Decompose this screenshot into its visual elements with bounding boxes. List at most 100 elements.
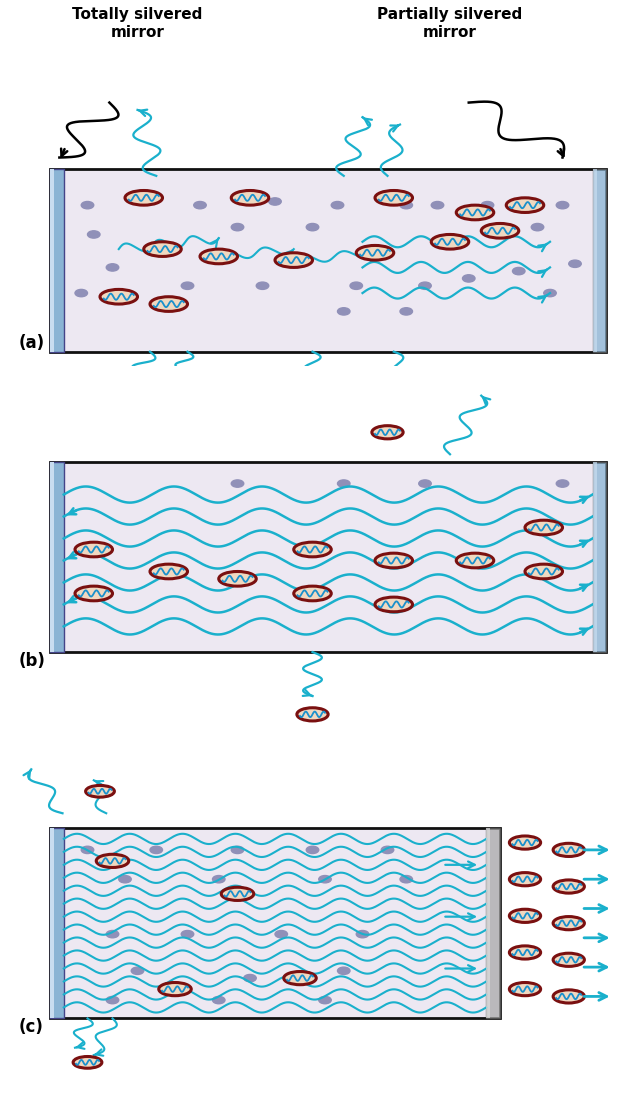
Ellipse shape bbox=[509, 946, 541, 959]
Circle shape bbox=[356, 931, 369, 937]
Circle shape bbox=[331, 201, 344, 209]
Circle shape bbox=[556, 480, 569, 487]
Ellipse shape bbox=[75, 542, 112, 557]
Circle shape bbox=[131, 967, 144, 975]
Ellipse shape bbox=[294, 542, 331, 557]
Ellipse shape bbox=[219, 571, 256, 586]
Ellipse shape bbox=[294, 586, 331, 601]
Bar bbox=[50, 462, 54, 652]
Circle shape bbox=[181, 931, 194, 937]
Ellipse shape bbox=[75, 586, 112, 601]
Circle shape bbox=[462, 275, 475, 282]
Ellipse shape bbox=[150, 297, 188, 311]
Ellipse shape bbox=[553, 880, 584, 893]
Ellipse shape bbox=[73, 1056, 102, 1068]
Circle shape bbox=[512, 267, 525, 275]
Ellipse shape bbox=[431, 234, 469, 249]
Circle shape bbox=[231, 846, 244, 854]
Circle shape bbox=[194, 201, 206, 209]
Ellipse shape bbox=[509, 983, 541, 996]
Circle shape bbox=[119, 876, 131, 882]
Bar bbox=[50, 828, 54, 1019]
Circle shape bbox=[213, 997, 225, 1003]
Circle shape bbox=[106, 264, 119, 271]
Circle shape bbox=[338, 967, 350, 975]
Circle shape bbox=[75, 289, 88, 297]
Ellipse shape bbox=[456, 553, 494, 568]
Bar bbox=[592, 462, 597, 652]
Ellipse shape bbox=[553, 843, 584, 856]
Bar bbox=[50, 828, 64, 1019]
Circle shape bbox=[106, 997, 119, 1003]
Circle shape bbox=[81, 201, 94, 209]
Circle shape bbox=[338, 308, 350, 315]
Circle shape bbox=[419, 480, 431, 487]
Circle shape bbox=[544, 289, 556, 297]
Bar bbox=[486, 828, 491, 1019]
Ellipse shape bbox=[525, 564, 562, 579]
Circle shape bbox=[269, 198, 281, 206]
Ellipse shape bbox=[86, 786, 114, 797]
Bar bbox=[50, 462, 64, 652]
Ellipse shape bbox=[456, 206, 494, 220]
Ellipse shape bbox=[553, 990, 584, 1003]
Bar bbox=[50, 168, 54, 352]
Circle shape bbox=[556, 201, 569, 209]
Ellipse shape bbox=[150, 564, 188, 579]
Circle shape bbox=[150, 846, 162, 854]
Circle shape bbox=[400, 201, 412, 209]
Bar bbox=[50, 828, 500, 1019]
Ellipse shape bbox=[375, 190, 413, 206]
Ellipse shape bbox=[159, 983, 191, 996]
Circle shape bbox=[81, 846, 94, 854]
Circle shape bbox=[400, 308, 412, 315]
Circle shape bbox=[319, 876, 331, 882]
Text: (a): (a) bbox=[19, 334, 45, 352]
Circle shape bbox=[244, 975, 256, 981]
Ellipse shape bbox=[100, 289, 138, 304]
Text: Totally silvered
mirror: Totally silvered mirror bbox=[72, 8, 202, 40]
Circle shape bbox=[256, 282, 269, 289]
Ellipse shape bbox=[275, 253, 312, 267]
Ellipse shape bbox=[125, 190, 162, 206]
Ellipse shape bbox=[221, 887, 254, 900]
Text: Partially silvered
mirror: Partially silvered mirror bbox=[378, 8, 522, 40]
Bar bbox=[50, 168, 606, 352]
Circle shape bbox=[88, 231, 100, 238]
Circle shape bbox=[531, 223, 544, 231]
Circle shape bbox=[338, 480, 350, 487]
Bar bbox=[50, 462, 606, 652]
Ellipse shape bbox=[297, 708, 328, 721]
Circle shape bbox=[213, 876, 225, 882]
Circle shape bbox=[350, 282, 362, 289]
Ellipse shape bbox=[200, 249, 238, 264]
Circle shape bbox=[431, 201, 444, 209]
Ellipse shape bbox=[391, 404, 422, 417]
Ellipse shape bbox=[144, 242, 181, 256]
Ellipse shape bbox=[96, 854, 129, 867]
Circle shape bbox=[106, 931, 119, 937]
Ellipse shape bbox=[231, 190, 269, 206]
Bar bbox=[50, 168, 64, 352]
Bar bbox=[592, 168, 606, 352]
Circle shape bbox=[306, 223, 319, 231]
Circle shape bbox=[419, 282, 431, 289]
Ellipse shape bbox=[356, 245, 394, 260]
Text: (b): (b) bbox=[19, 652, 46, 670]
Ellipse shape bbox=[372, 425, 403, 439]
Circle shape bbox=[569, 260, 581, 267]
Ellipse shape bbox=[375, 597, 413, 612]
Ellipse shape bbox=[509, 836, 541, 850]
Bar bbox=[592, 168, 597, 352]
Ellipse shape bbox=[525, 520, 562, 535]
Circle shape bbox=[319, 997, 331, 1003]
Circle shape bbox=[181, 282, 194, 289]
Circle shape bbox=[231, 480, 244, 487]
Circle shape bbox=[275, 931, 288, 937]
Text: (c): (c) bbox=[19, 1019, 44, 1036]
Circle shape bbox=[400, 876, 412, 882]
Ellipse shape bbox=[284, 972, 316, 985]
Ellipse shape bbox=[553, 953, 584, 966]
Bar bbox=[592, 462, 606, 652]
Circle shape bbox=[481, 201, 494, 209]
